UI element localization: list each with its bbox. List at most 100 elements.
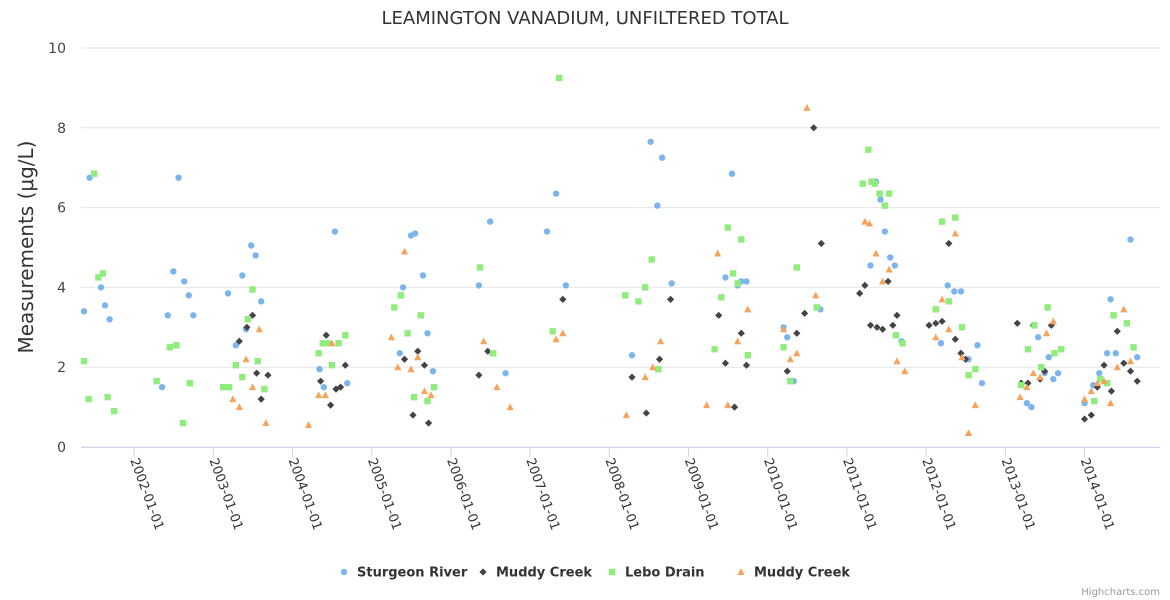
data-point[interactable]	[99, 270, 107, 277]
data-point[interactable]	[958, 353, 966, 361]
data-point[interactable]	[552, 335, 560, 343]
data-point[interactable]	[419, 272, 427, 279]
data-point[interactable]	[718, 294, 725, 301]
data-point[interactable]	[1029, 369, 1037, 377]
data-point[interactable]	[179, 419, 187, 427]
data-point[interactable]	[734, 280, 741, 287]
data-point[interactable]	[244, 316, 252, 323]
data-point[interactable]	[185, 292, 192, 299]
data-point[interactable]	[1031, 322, 1038, 329]
data-point[interactable]	[475, 371, 483, 379]
data-point[interactable]	[1126, 357, 1135, 365]
data-point[interactable]	[262, 419, 270, 427]
data-point[interactable]	[1024, 379, 1032, 387]
data-point[interactable]	[562, 282, 570, 289]
data-point[interactable]	[974, 342, 981, 349]
data-point[interactable]	[407, 365, 415, 373]
data-point[interactable]	[1107, 387, 1116, 395]
data-point[interactable]	[186, 379, 194, 387]
data-point[interactable]	[396, 350, 403, 357]
data-point[interactable]	[400, 247, 409, 255]
data-point[interactable]	[1034, 334, 1042, 341]
data-point[interactable]	[1045, 354, 1052, 361]
data-point[interactable]	[1051, 350, 1058, 357]
legend-item[interactable]: Muddy Creek	[479, 566, 592, 581]
data-point[interactable]	[871, 180, 879, 187]
data-point[interactable]	[642, 284, 649, 291]
data-point[interactable]	[715, 311, 723, 319]
data-point[interactable]	[1093, 383, 1101, 391]
data-point[interactable]	[714, 249, 722, 257]
data-point[interactable]	[622, 292, 629, 299]
data-point[interactable]	[243, 323, 251, 331]
data-point[interactable]	[409, 411, 417, 419]
data-point[interactable]	[724, 401, 732, 409]
data-point[interactable]	[1057, 346, 1065, 353]
data-point[interactable]	[965, 371, 972, 379]
data-point[interactable]	[315, 350, 322, 357]
data-point[interactable]	[304, 421, 313, 429]
data-point[interactable]	[733, 337, 742, 345]
data-point[interactable]	[1112, 350, 1119, 357]
data-point[interactable]	[235, 337, 243, 345]
data-point[interactable]	[1080, 415, 1089, 423]
data-point[interactable]	[784, 334, 791, 341]
data-point[interactable]	[971, 401, 979, 409]
data-point[interactable]	[549, 328, 556, 335]
data-point[interactable]	[429, 367, 437, 375]
data-point[interactable]	[925, 321, 933, 329]
data-point[interactable]	[945, 325, 953, 333]
data-point[interactable]	[1106, 399, 1115, 407]
data-point[interactable]	[414, 353, 422, 361]
data-point[interactable]	[783, 367, 791, 375]
data-point[interactable]	[872, 249, 880, 257]
data-point[interactable]	[648, 256, 655, 263]
data-point[interactable]	[1024, 346, 1032, 353]
credits-link[interactable]: Highcharts.com	[1081, 587, 1160, 598]
data-point[interactable]	[1037, 364, 1045, 371]
data-point[interactable]	[387, 333, 395, 341]
data-point[interactable]	[813, 304, 820, 311]
data-point[interactable]	[729, 270, 737, 277]
data-point[interactable]	[110, 407, 118, 415]
data-point[interactable]	[420, 361, 429, 369]
data-point[interactable]	[104, 393, 111, 401]
data-point[interactable]	[320, 383, 328, 391]
data-point[interactable]	[1120, 305, 1128, 313]
data-point[interactable]	[414, 347, 422, 355]
data-point[interactable]	[164, 312, 171, 319]
data-point[interactable]	[253, 369, 261, 377]
data-point[interactable]	[893, 311, 901, 319]
data-point[interactable]	[410, 393, 418, 401]
data-point[interactable]	[106, 316, 113, 323]
data-point[interactable]	[724, 224, 732, 231]
data-point[interactable]	[399, 284, 407, 291]
data-point[interactable]	[1093, 379, 1101, 387]
data-point[interactable]	[876, 190, 883, 197]
data-point[interactable]	[932, 306, 939, 313]
data-point[interactable]	[242, 355, 250, 363]
data-point[interactable]	[901, 367, 909, 375]
data-point[interactable]	[224, 290, 232, 297]
data-point[interactable]	[397, 292, 405, 299]
data-point[interactable]	[1130, 344, 1137, 351]
data-point[interactable]	[1134, 354, 1141, 361]
data-point[interactable]	[255, 325, 263, 333]
data-point[interactable]	[932, 319, 940, 327]
data-point[interactable]	[873, 323, 881, 331]
data-point[interactable]	[899, 340, 906, 347]
data-point[interactable]	[635, 298, 642, 305]
data-point[interactable]	[961, 355, 970, 363]
data-point[interactable]	[1100, 377, 1108, 385]
data-point[interactable]	[475, 282, 483, 289]
data-point[interactable]	[793, 349, 801, 357]
data-point[interactable]	[964, 429, 973, 437]
data-point[interactable]	[493, 383, 501, 391]
data-point[interactable]	[319, 340, 326, 347]
data-point[interactable]	[800, 309, 809, 317]
data-point[interactable]	[668, 280, 675, 287]
legend-item[interactable]: Muddy Creek	[737, 566, 850, 581]
data-point[interactable]	[810, 124, 818, 132]
data-point[interactable]	[786, 355, 794, 363]
data-point[interactable]	[173, 342, 180, 349]
